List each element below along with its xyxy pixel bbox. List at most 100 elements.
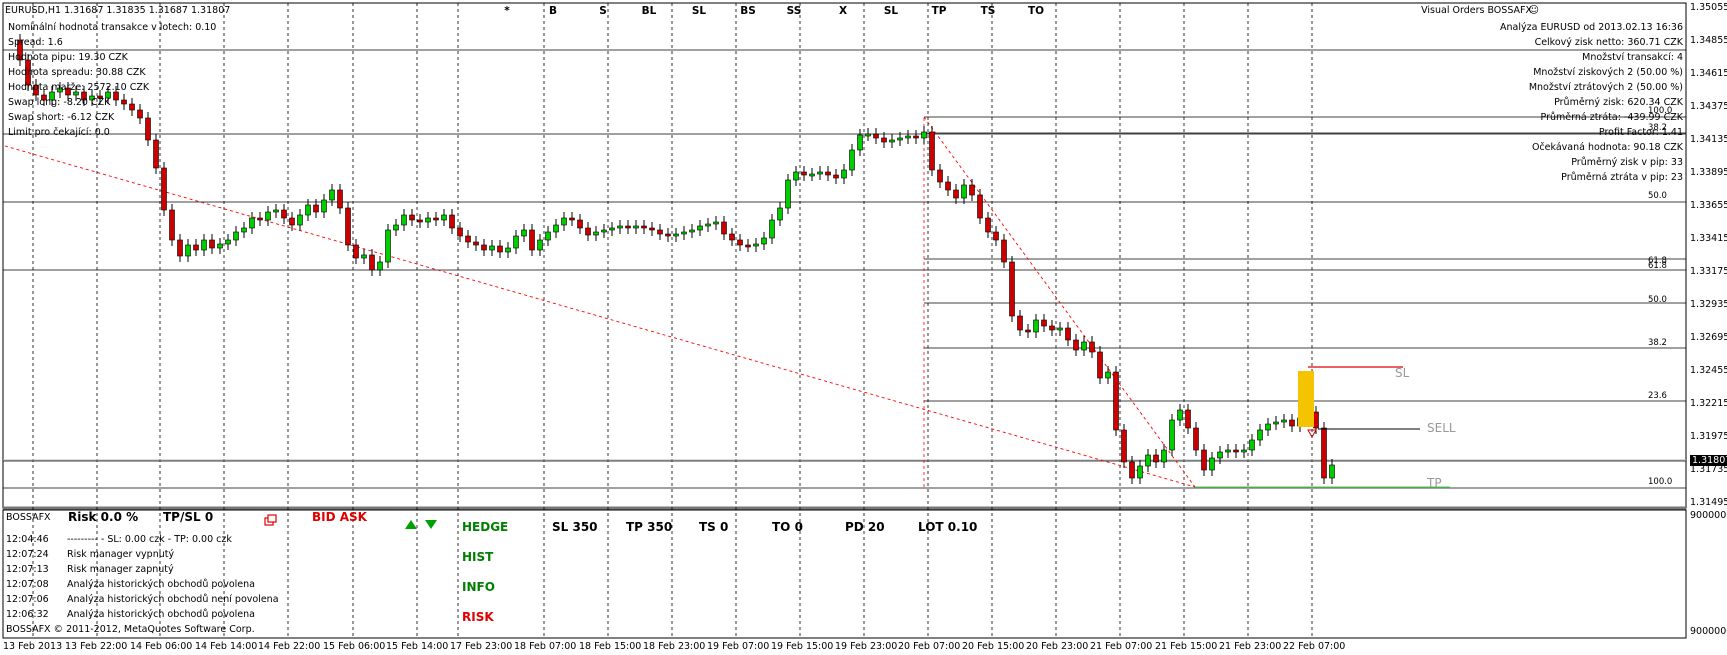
candle-body [889, 139, 895, 143]
analysis-line: Množství transakcí: 4 [1582, 52, 1683, 63]
candle-body [833, 174, 839, 179]
candle-body [153, 139, 159, 169]
candle-body [113, 91, 119, 101]
indicator-axis-bottom: 9000000 [1690, 626, 1727, 637]
candle-body [105, 91, 111, 99]
toolbar-button-7[interactable]: X [838, 5, 848, 17]
candle-body [881, 137, 887, 143]
candle-body [929, 131, 935, 171]
price-tick: 1.33655 [1690, 200, 1727, 211]
toolbar-button-4[interactable]: SL [691, 5, 707, 17]
fib-level-label: 61.8 [1648, 256, 1667, 266]
candle-body [185, 244, 191, 257]
analysis-line: Průměrný zisk: 620.34 CZK [1554, 97, 1683, 108]
candle-body [201, 239, 207, 251]
price-tick: 1.34855 [1690, 35, 1727, 46]
info-button[interactable]: INFO [462, 580, 495, 594]
ts-param[interactable]: TS 0 [699, 520, 729, 534]
candle-body [937, 169, 943, 183]
info-line: Hodnota pipu: 19.30 CZK [8, 52, 128, 63]
candle-body [737, 239, 743, 246]
candle-body [41, 94, 47, 101]
candle-body [337, 189, 343, 209]
candle-body [193, 244, 199, 251]
sl-order-label[interactable]: SL [1395, 366, 1410, 380]
time-tick: 14 Feb 14:00 [195, 641, 258, 652]
fib-level-label: 38.2 [1648, 123, 1667, 133]
candle-body [985, 217, 991, 233]
toolbar-button-8[interactable]: SL [883, 5, 899, 17]
time-tick: 15 Feb 14:00 [386, 641, 449, 652]
candle-body [1009, 261, 1015, 317]
candle-body [617, 225, 623, 229]
candle-body [809, 173, 815, 177]
candle-body [89, 95, 95, 101]
candle-body [441, 214, 447, 221]
log-message: --------- - SL: 0.00 czk - TP: 0.00 czk [67, 534, 232, 545]
toolbar-button-0[interactable]: * [504, 5, 510, 17]
bid-ask-icon[interactable] [264, 512, 277, 526]
candle-body [305, 204, 311, 216]
candle-body [1241, 449, 1247, 453]
candle-body [417, 219, 423, 223]
sell-order-label[interactable]: SELL [1427, 421, 1456, 435]
candle-body [849, 149, 855, 171]
candle-body [569, 217, 575, 221]
risk-button[interactable]: RISK [462, 610, 494, 624]
symbol-line: EURUSD,H1 1.31687 1.31835 1.31687 1.3180… [5, 5, 231, 16]
lot-param[interactable]: LOT 0.10 [918, 520, 978, 534]
hedge-button[interactable]: HEDGE [462, 520, 509, 534]
info-line: Hodnota spreadu: 30.88 CZK [8, 67, 146, 78]
toolbar-button-11[interactable]: TO [1027, 5, 1045, 17]
candle-body [241, 227, 247, 233]
toolbar-button-5[interactable]: BS [740, 5, 756, 17]
fib-level-label: 100.0 [1648, 106, 1673, 116]
candle-body [1041, 319, 1047, 327]
fib-level-label: 50.0 [1648, 191, 1667, 201]
arrow-down-icon[interactable] [425, 514, 437, 533]
fib-level-label: 23.6 [1648, 391, 1667, 401]
toolbar-button-2[interactable]: S [599, 5, 607, 17]
toolbar-button-3[interactable]: BL [641, 5, 657, 17]
arrow-up-icon[interactable] [405, 514, 417, 533]
analysis-line: Množství ztrátových 2 (50.00 %) [1528, 82, 1683, 93]
candle-body [289, 217, 295, 226]
toolbar-button-10[interactable]: TS [980, 5, 996, 17]
time-tick: 21 Feb 15:00 [1155, 641, 1218, 652]
candle-body [161, 167, 167, 211]
candle-body [1281, 419, 1287, 423]
candle-body [1225, 449, 1231, 453]
pd-param[interactable]: PD 20 [845, 520, 885, 534]
candle-body [1001, 239, 1007, 263]
price-tick: 1.31735 [1690, 464, 1727, 475]
candle-body [249, 217, 255, 229]
time-tick: 20 Feb 15:00 [962, 641, 1025, 652]
tp-order-label[interactable]: TP [1427, 476, 1442, 490]
candle-body [273, 209, 279, 213]
analysis-line: Očekávaná hodnota: 90.18 CZK [1531, 142, 1683, 153]
time-tick: 13 Feb 2013 [3, 641, 63, 652]
hist-button[interactable]: HIST [462, 550, 494, 564]
candle-body [601, 229, 607, 233]
toolbar-button-6[interactable]: SS [786, 5, 802, 17]
candle-body [1145, 454, 1151, 467]
to-param[interactable]: TO 0 [772, 520, 803, 534]
tp-param[interactable]: TP 350 [626, 520, 673, 534]
fib-level-label: 50.0 [1648, 295, 1667, 305]
toolbar-button-1[interactable]: B [548, 5, 558, 17]
bid-ask-button[interactable]: BID ASK [312, 510, 367, 524]
price-tick: 1.35055 [1690, 2, 1727, 13]
candle-body [321, 199, 327, 213]
toolbar-button-9[interactable]: TP [931, 5, 947, 17]
candle-body [873, 133, 879, 139]
candle-body [537, 239, 543, 251]
sl-param[interactable]: SL 350 [552, 520, 598, 534]
candle-body [969, 184, 975, 196]
price-tick: 1.33415 [1690, 233, 1727, 244]
analysis-line: Profit Factor: 1.41 [1598, 127, 1683, 138]
candle-body [57, 87, 63, 93]
candle-body [673, 233, 679, 237]
fib-level-label: 38.2 [1648, 338, 1667, 348]
price-tick: 1.32695 [1690, 332, 1727, 343]
